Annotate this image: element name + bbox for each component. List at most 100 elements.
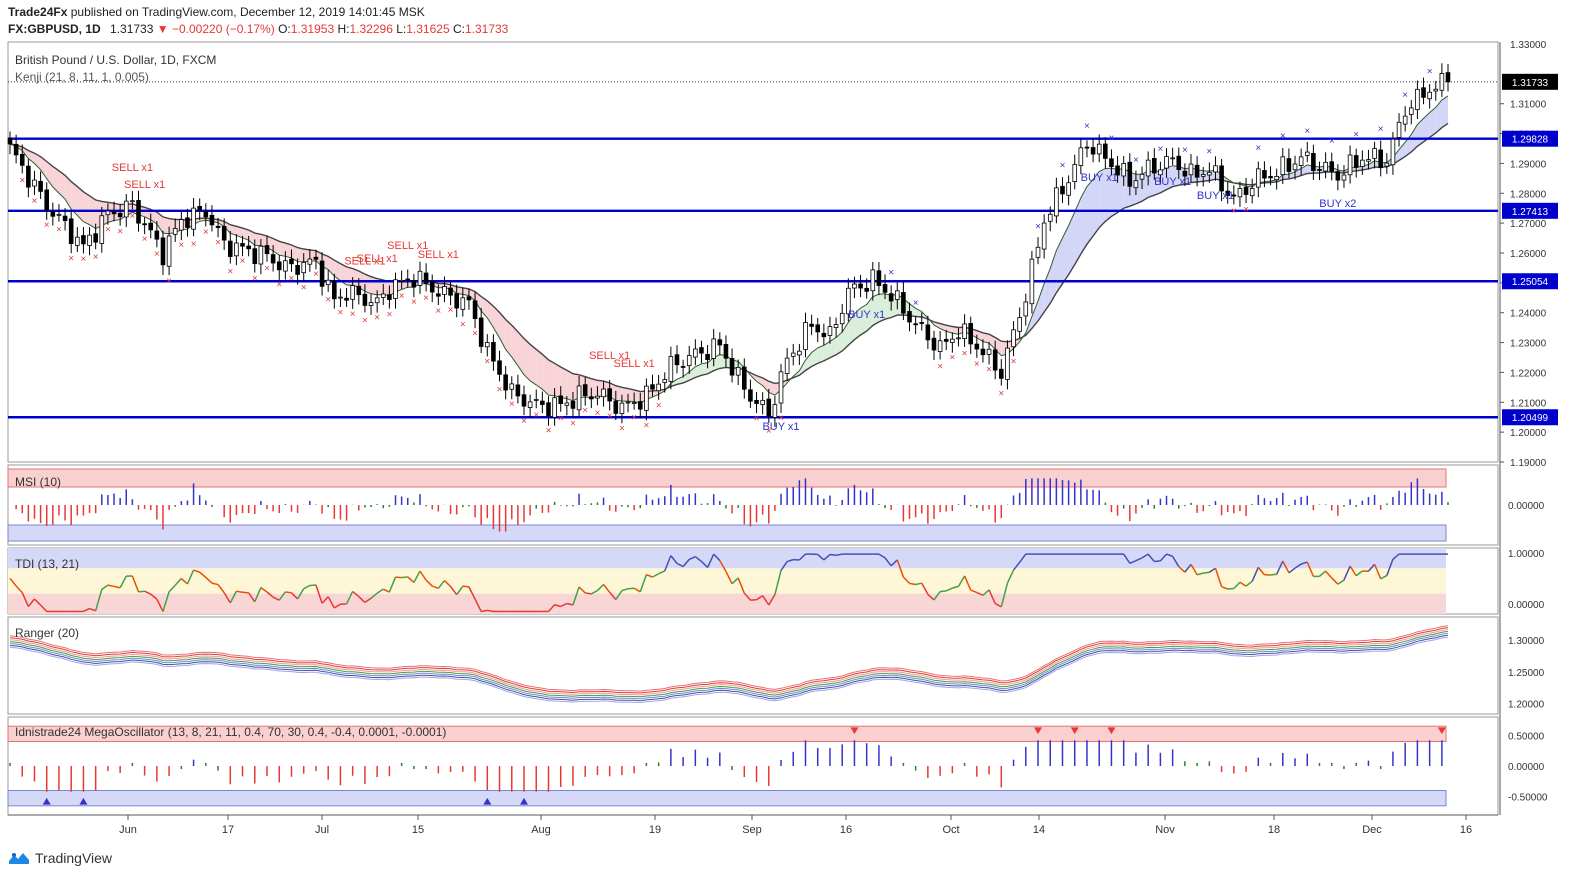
kenji-band-fill — [1423, 112, 1430, 142]
kenji-band-fill — [805, 352, 812, 371]
symbol-label: FX:GBPUSD, 1D — [8, 22, 101, 36]
y-tick-label: 1.33000 — [1510, 40, 1547, 51]
candle-body — [846, 287, 851, 315]
sell-marker: × — [117, 227, 123, 238]
tdi-line — [1208, 567, 1216, 573]
footer-brand[interactable]: TradingView — [35, 850, 113, 866]
tdi-line — [456, 585, 464, 596]
high-label: H: — [337, 22, 350, 36]
tdi-line — [254, 587, 262, 603]
publish-line: Trade24Fx published on TradingView.com, … — [8, 5, 425, 19]
kenji-band-fill — [1405, 134, 1412, 157]
candle-body — [797, 350, 802, 356]
sell-marker: × — [937, 361, 943, 372]
ranger-tick-label: 1.30000 — [1508, 636, 1545, 647]
tdi-line — [682, 558, 690, 568]
tdi-line — [890, 559, 898, 567]
kenji-band-fill — [860, 304, 867, 336]
tdi-line — [578, 586, 586, 594]
sell-marker: × — [766, 426, 772, 437]
candle-body — [589, 396, 594, 400]
candle-body — [772, 404, 778, 418]
candle-body — [1219, 165, 1224, 192]
y-tick-label: 1.23000 — [1510, 339, 1547, 350]
tdi-line — [236, 590, 243, 594]
tdi-line — [572, 586, 580, 606]
tdi-line — [652, 573, 659, 578]
publisher-name[interactable]: Trade24Fx — [8, 5, 68, 19]
tdi-line — [1178, 566, 1186, 573]
mo-overbought-marker — [1070, 727, 1079, 735]
candle-body — [613, 400, 619, 414]
candle-body — [344, 297, 349, 301]
tdi-line — [1275, 560, 1284, 575]
kenji-band-fill — [279, 241, 286, 257]
candle-body — [387, 294, 392, 300]
candle-body — [130, 200, 135, 203]
candle-body — [1415, 88, 1420, 110]
candle-body — [986, 348, 992, 355]
ranger-line — [9, 625, 1449, 692]
tdi-line — [719, 560, 727, 572]
tdi-line — [1319, 570, 1327, 577]
candle-body — [319, 260, 325, 287]
candle-body — [283, 260, 288, 272]
candle-body — [668, 356, 674, 382]
sell-signal-label: SELL x1 — [387, 240, 428, 252]
candle-body — [1194, 164, 1200, 178]
sell-marker: × — [56, 224, 62, 235]
candle-body — [356, 285, 362, 296]
candle-body — [937, 340, 943, 352]
kenji-slow-line — [9, 122, 1449, 393]
kenji-band-fill — [615, 385, 622, 401]
footer: TradingView — [8, 850, 112, 866]
tdi-line — [211, 582, 219, 586]
sell-marker: × — [595, 408, 601, 419]
kenji-band-fill — [71, 181, 78, 216]
kenji-band-fill — [566, 370, 573, 401]
sell-marker: × — [203, 227, 209, 238]
sell-marker: × — [191, 239, 197, 250]
tdi-line — [945, 587, 953, 592]
tdi-line — [1019, 553, 1027, 563]
candle-body — [1439, 73, 1445, 91]
candle-body — [778, 371, 784, 404]
candle-body — [393, 279, 398, 299]
candle-body — [301, 262, 307, 274]
kenji-band-fill — [768, 381, 775, 396]
tdi-line — [982, 589, 990, 596]
kenji-band-fill — [1148, 171, 1155, 198]
tdi-line — [609, 591, 617, 601]
tdi-line — [1123, 553, 1131, 564]
tdi-line — [481, 609, 488, 613]
candle-body — [1384, 162, 1390, 167]
tdi-line — [1270, 573, 1277, 576]
kenji-band-fill — [242, 228, 249, 241]
sell-marker: × — [631, 413, 637, 424]
kenji-band-fill — [915, 308, 922, 317]
buy-signal-label: BUY x1 — [1081, 172, 1118, 184]
tdi-line — [646, 573, 653, 578]
tdi-line — [180, 577, 188, 585]
kenji-band-fill — [1399, 142, 1406, 161]
tdi-line — [296, 588, 305, 600]
kenji-band-fill — [1111, 168, 1118, 217]
kenji-band-fill — [371, 276, 378, 295]
tradingview-logo-icon[interactable] — [8, 851, 30, 865]
candle-body — [1072, 164, 1078, 182]
candle-body — [411, 280, 417, 288]
candle-body — [191, 207, 196, 230]
candle-body — [1035, 246, 1041, 258]
tdi-line — [798, 553, 807, 561]
kenji-band-fill — [1166, 165, 1173, 190]
tdi-line — [217, 584, 225, 594]
tdi-line — [756, 595, 764, 601]
tdi-line — [1171, 555, 1180, 567]
candle-body — [7, 137, 13, 145]
buy-signal-label: BUY x1 — [1154, 176, 1191, 188]
candle-body — [515, 384, 521, 397]
candle-body — [674, 354, 680, 366]
candle-body — [686, 355, 692, 367]
x-axis-label: Dec — [1362, 824, 1382, 836]
